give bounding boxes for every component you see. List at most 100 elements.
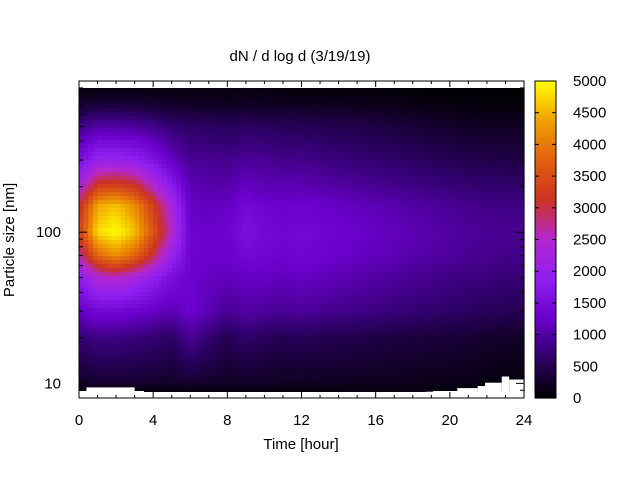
heatmap-cell — [92, 360, 99, 365]
heatmap-cell — [153, 336, 159, 341]
heatmap-cell — [153, 88, 159, 93]
heatmap-cell — [139, 320, 145, 325]
heatmap-cell — [125, 196, 131, 201]
heatmap-cell — [315, 236, 321, 241]
heatmap-cell — [333, 276, 340, 281]
heatmap-cell — [287, 200, 293, 205]
heatmap-cell — [241, 104, 247, 109]
heatmap-cell — [241, 132, 247, 137]
heatmap-cell — [310, 328, 317, 333]
heatmap-cell — [320, 208, 326, 213]
heatmap-cell — [167, 116, 173, 121]
heatmap-cell — [278, 132, 284, 137]
heatmap-cell — [171, 224, 177, 229]
heatmap-cell — [245, 248, 252, 253]
heatmap-cell — [218, 224, 224, 229]
heatmap-cell — [208, 224, 215, 229]
heatmap-cell — [231, 124, 238, 129]
heatmap-cell — [97, 368, 103, 373]
heatmap-cell — [148, 352, 154, 357]
heatmap-cell — [204, 108, 210, 113]
heatmap-cell — [264, 360, 270, 365]
heatmap-cell — [278, 200, 284, 205]
heatmap-cell — [287, 308, 293, 313]
heatmap-cell — [324, 348, 330, 353]
heatmap-cell — [139, 252, 145, 257]
heatmap-cell — [301, 360, 307, 365]
heatmap-cell — [148, 108, 154, 113]
heatmap-cell — [255, 136, 261, 141]
heatmap-cell — [213, 280, 219, 285]
heatmap-cell — [97, 316, 103, 321]
heatmap-cell — [366, 196, 372, 201]
heatmap-cell — [204, 308, 210, 313]
heatmap-cell — [357, 212, 363, 217]
heatmap-cell — [139, 104, 145, 109]
heatmap-cell — [176, 260, 182, 265]
heatmap-cell — [231, 316, 238, 321]
heatmap-cell — [120, 372, 126, 377]
heatmap-cell — [116, 196, 122, 201]
heatmap-cell — [176, 300, 182, 305]
heatmap-cell — [352, 312, 358, 317]
heatmap-cell — [273, 256, 279, 261]
heatmap-cell — [162, 224, 168, 229]
heatmap-cell — [83, 264, 89, 269]
heatmap-cell — [282, 104, 289, 109]
heatmap-cell — [324, 180, 330, 185]
heatmap-cell — [180, 288, 187, 293]
heatmap-cell — [278, 288, 284, 293]
heatmap-cell — [157, 108, 164, 113]
heatmap-cell — [143, 292, 150, 297]
heatmap-cell — [116, 360, 122, 365]
heatmap-cell — [282, 184, 289, 189]
heatmap-cell — [269, 368, 275, 373]
heatmap-cell — [264, 88, 270, 93]
heatmap-cell — [153, 240, 159, 245]
heatmap-cell — [143, 148, 150, 153]
heatmap-cell — [106, 272, 113, 277]
heatmap-cell — [380, 204, 386, 209]
heatmap-cell — [366, 96, 372, 101]
heatmap-cell — [287, 204, 293, 209]
heatmap-cell — [194, 292, 201, 297]
heatmap-cell — [153, 388, 159, 393]
heatmap-cell — [194, 368, 201, 373]
heatmap-cell — [120, 136, 126, 141]
heatmap-cell — [269, 352, 275, 357]
heatmap-cell — [116, 384, 122, 389]
heatmap-cell — [296, 384, 303, 389]
heatmap-cell — [361, 112, 367, 117]
heatmap-cell — [361, 312, 367, 317]
heatmap-cell — [227, 108, 233, 113]
heatmap-cell — [139, 372, 145, 377]
heatmap-cell — [310, 236, 317, 241]
heatmap-cell — [352, 372, 358, 377]
heatmap-cell — [190, 308, 196, 313]
heatmap-cell — [273, 96, 279, 101]
heatmap-cell — [125, 188, 131, 193]
heatmap-cell — [79, 188, 85, 193]
heatmap-cell — [310, 156, 317, 161]
heatmap-cell — [296, 296, 303, 301]
heatmap-cell — [97, 164, 103, 169]
heatmap-cell — [222, 268, 228, 273]
heatmap-cell — [333, 112, 340, 117]
heatmap-cell — [380, 128, 386, 133]
heatmap-cell — [120, 104, 126, 109]
heatmap-cell — [208, 296, 215, 301]
heatmap-cell — [194, 164, 201, 169]
heatmap-cell — [366, 348, 372, 353]
heatmap-cell — [176, 160, 182, 165]
heatmap-cell — [357, 192, 363, 197]
heatmap-cell — [102, 168, 108, 173]
heatmap-cell — [282, 264, 289, 269]
heatmap-cell — [83, 256, 89, 261]
heatmap-cell — [190, 156, 196, 161]
heatmap-cell — [352, 172, 358, 177]
heatmap-cell — [241, 324, 247, 329]
heatmap-cell — [352, 264, 358, 269]
heatmap-cell — [320, 244, 326, 249]
heatmap-cell — [125, 208, 131, 213]
heatmap-cell — [380, 124, 386, 129]
